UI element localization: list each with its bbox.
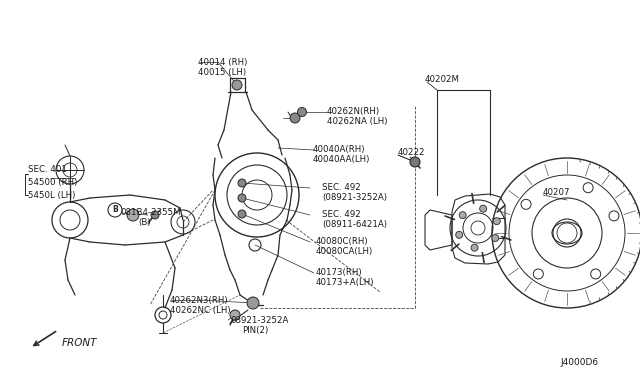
Text: (B): (B): [138, 218, 150, 227]
Circle shape: [247, 297, 259, 309]
Text: 40207: 40207: [543, 188, 570, 197]
Circle shape: [459, 212, 466, 219]
Text: 40262N(RH): 40262N(RH): [327, 107, 380, 116]
Circle shape: [238, 194, 246, 202]
Text: 40080CA(LH): 40080CA(LH): [316, 247, 373, 256]
Text: FRONT: FRONT: [62, 338, 97, 348]
Text: 40222: 40222: [398, 148, 426, 157]
Text: SEC. 492: SEC. 492: [322, 210, 361, 219]
Text: J4000D6: J4000D6: [560, 358, 598, 367]
Text: 40262NA (LH): 40262NA (LH): [327, 117, 387, 126]
Circle shape: [238, 210, 246, 218]
Text: B: B: [112, 205, 118, 215]
Circle shape: [493, 218, 500, 225]
Circle shape: [290, 113, 300, 123]
Text: 40262NC (LH): 40262NC (LH): [170, 306, 230, 315]
Text: (08921-3252A): (08921-3252A): [322, 193, 387, 202]
Text: 5450L (LH): 5450L (LH): [28, 191, 76, 200]
Circle shape: [238, 179, 246, 187]
Text: 54500 (RH): 54500 (RH): [28, 178, 77, 187]
Text: 40014 (RH): 40014 (RH): [198, 58, 248, 67]
Text: 081B4-2355M: 081B4-2355M: [120, 208, 180, 217]
Text: 40080C(RH): 40080C(RH): [316, 237, 369, 246]
Text: 40202M: 40202M: [425, 75, 460, 84]
Text: 40173(RH): 40173(RH): [316, 268, 363, 277]
Text: 40040A(RH): 40040A(RH): [313, 145, 365, 154]
Text: SEC. 401: SEC. 401: [28, 165, 67, 174]
Circle shape: [492, 234, 499, 241]
Text: 40015 (LH): 40015 (LH): [198, 68, 246, 77]
Circle shape: [298, 108, 307, 116]
Text: 40040AA(LH): 40040AA(LH): [313, 155, 371, 164]
Text: 08921-3252A: 08921-3252A: [230, 316, 289, 325]
Text: PIN(2): PIN(2): [242, 326, 268, 335]
Circle shape: [479, 205, 486, 212]
Circle shape: [151, 211, 159, 219]
Circle shape: [230, 310, 240, 320]
Circle shape: [127, 209, 139, 221]
Circle shape: [471, 244, 478, 251]
Circle shape: [232, 80, 242, 90]
Circle shape: [456, 231, 463, 238]
Text: (08911-6421A): (08911-6421A): [322, 220, 387, 229]
Text: 40173+A(LH): 40173+A(LH): [316, 278, 374, 287]
Text: 40262N3(RH): 40262N3(RH): [170, 296, 228, 305]
Text: SEC. 492: SEC. 492: [322, 183, 361, 192]
Circle shape: [410, 157, 420, 167]
